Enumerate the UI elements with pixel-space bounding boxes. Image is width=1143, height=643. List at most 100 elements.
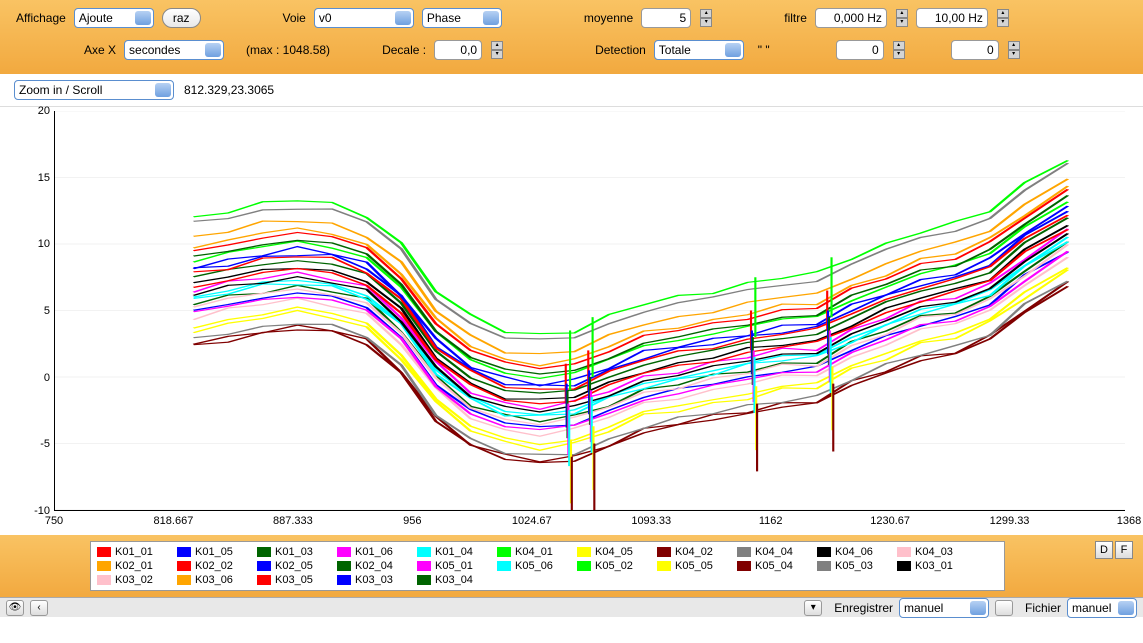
legend-item[interactable]: K01_04 (417, 546, 493, 558)
toolbar-row-2: Axe X secondes (max : 1048.58) Decale : … (10, 40, 1133, 60)
filtre-label: filtre (784, 11, 807, 25)
legend-label: K02_02 (195, 560, 233, 572)
y-tick: 5 (44, 305, 50, 317)
moyenne-spinner[interactable]: ▴▾ (700, 9, 712, 27)
decale-input[interactable] (434, 40, 482, 60)
affichage-select[interactable]: Ajoute (74, 8, 154, 28)
voie-select[interactable]: v0 (314, 8, 414, 28)
legend-item[interactable]: K04_05 (577, 546, 653, 558)
legend-label: K04_03 (915, 546, 953, 558)
legend-item[interactable]: K01_06 (337, 546, 413, 558)
legend-item[interactable]: K04_03 (897, 546, 973, 558)
enregistrer-select[interactable]: manuel (899, 598, 989, 618)
legend-item[interactable]: K03_01 (897, 560, 973, 572)
legend-item[interactable]: K02_05 (257, 560, 333, 572)
legend-item[interactable]: K04_01 (497, 546, 573, 558)
toolbar-row-1: Affichage Ajoute raz Voie v0 Phase moyen… (10, 8, 1133, 28)
plot-region[interactable] (54, 111, 1125, 511)
legend-label: K03_01 (915, 560, 953, 572)
raz-button[interactable]: raz (162, 8, 201, 28)
fichier-select[interactable]: manuel (1067, 598, 1137, 618)
legend-item[interactable]: K05_06 (497, 560, 573, 572)
legend-label: K01_06 (355, 546, 393, 558)
legend-swatch (497, 547, 511, 557)
y-tick: -5 (40, 438, 50, 450)
legend-swatch (737, 547, 751, 557)
legend-item[interactable]: K04_04 (737, 546, 813, 558)
legend-label: K05_03 (835, 560, 873, 572)
d-button[interactable]: D (1095, 541, 1113, 559)
series-line (194, 179, 1068, 354)
legend-label: K04_02 (675, 546, 713, 558)
dropdown-icon[interactable]: ▾ (804, 600, 822, 616)
legend-swatch (177, 575, 191, 585)
quote-label: " " (758, 43, 770, 57)
filtre-high-input[interactable] (916, 8, 988, 28)
axex-select[interactable]: secondes (124, 40, 224, 60)
decale-label: Decale : (382, 43, 426, 57)
eye-icon[interactable]: 👁 (6, 600, 24, 616)
phase-select[interactable]: Phase (422, 8, 502, 28)
legend-item[interactable]: K03_03 (337, 574, 413, 586)
filtre-low-spinner[interactable]: ▴▾ (896, 9, 908, 27)
df-buttons: D F (1095, 541, 1133, 559)
legend-label: K01_05 (195, 546, 233, 558)
legend-label: K05_04 (755, 560, 793, 572)
moyenne-input[interactable] (641, 8, 691, 28)
det-v2-spinner[interactable]: ▴▾ (1008, 41, 1020, 59)
legend-label: K03_04 (435, 574, 473, 586)
legend-label: K02_04 (355, 560, 393, 572)
legend-label: K03_06 (195, 574, 233, 586)
legend-item[interactable]: K02_04 (337, 560, 413, 572)
chart-area: -10-505101520 750818.667887.3339561024.6… (14, 111, 1129, 531)
legend-label: K01_01 (115, 546, 153, 558)
legend-item[interactable]: K01_05 (177, 546, 253, 558)
filtre-high-spinner[interactable]: ▴▾ (997, 9, 1009, 27)
legend-swatch (737, 561, 751, 571)
legend-label: K02_05 (275, 560, 313, 572)
f-button[interactable]: F (1115, 541, 1133, 559)
zoom-mode-select[interactable]: Zoom in / Scroll (14, 80, 174, 100)
legend-swatch (177, 561, 191, 571)
legend-item[interactable]: K01_01 (97, 546, 173, 558)
legend-item[interactable]: K03_04 (417, 574, 493, 586)
detection-select[interactable]: Totale (654, 40, 744, 60)
legend-box: K01_01 K01_05 K01_03 K01_06 K01_04 K04_01 K04_… (90, 541, 1005, 591)
moyenne-label: moyenne (584, 11, 633, 25)
bottom-bar: 👁 ‹ ▾ Enregistrer manuel Fichier manuel (0, 597, 1143, 617)
legend-swatch (897, 561, 911, 571)
legend-label: K05_05 (675, 560, 713, 572)
fichier-label: Fichier (1025, 601, 1061, 615)
legend-label: K02_01 (115, 560, 153, 572)
legend-label: K05_02 (595, 560, 633, 572)
det-v2-input[interactable] (951, 40, 999, 60)
legend-item[interactable]: K03_06 (177, 574, 253, 586)
legend-item[interactable]: K02_02 (177, 560, 253, 572)
x-tick: 887.333 (273, 515, 313, 527)
legend-item[interactable]: K03_05 (257, 574, 333, 586)
legend-swatch (257, 547, 271, 557)
legend-item[interactable]: K05_03 (817, 560, 893, 572)
legend-item[interactable]: K05_02 (577, 560, 653, 572)
legend-item[interactable]: K01_03 (257, 546, 333, 558)
legend-swatch (817, 561, 831, 571)
det-v1-input[interactable] (836, 40, 884, 60)
x-tick: 1024.67 (512, 515, 552, 527)
decale-spinner[interactable]: ▴▾ (491, 41, 503, 59)
checkbox-icon[interactable] (995, 600, 1013, 616)
y-tick: 0 (44, 372, 50, 384)
legend-label: K04_05 (595, 546, 633, 558)
filtre-low-input[interactable] (815, 8, 887, 28)
x-axis-ticks: 750818.667887.3339561024.671093.33116212… (54, 515, 1129, 531)
legend-item[interactable]: K05_04 (737, 560, 813, 572)
legend-item[interactable]: K05_01 (417, 560, 493, 572)
legend-item[interactable]: K05_05 (657, 560, 733, 572)
legend-item[interactable]: K04_06 (817, 546, 893, 558)
legend-item[interactable]: K03_02 (97, 574, 173, 586)
legend-item[interactable]: K04_02 (657, 546, 733, 558)
legend-label: K04_04 (755, 546, 793, 558)
det-v1-spinner[interactable]: ▴▾ (893, 41, 905, 59)
back-icon[interactable]: ‹ (30, 600, 48, 616)
legend-swatch (417, 575, 431, 585)
legend-item[interactable]: K02_01 (97, 560, 173, 572)
